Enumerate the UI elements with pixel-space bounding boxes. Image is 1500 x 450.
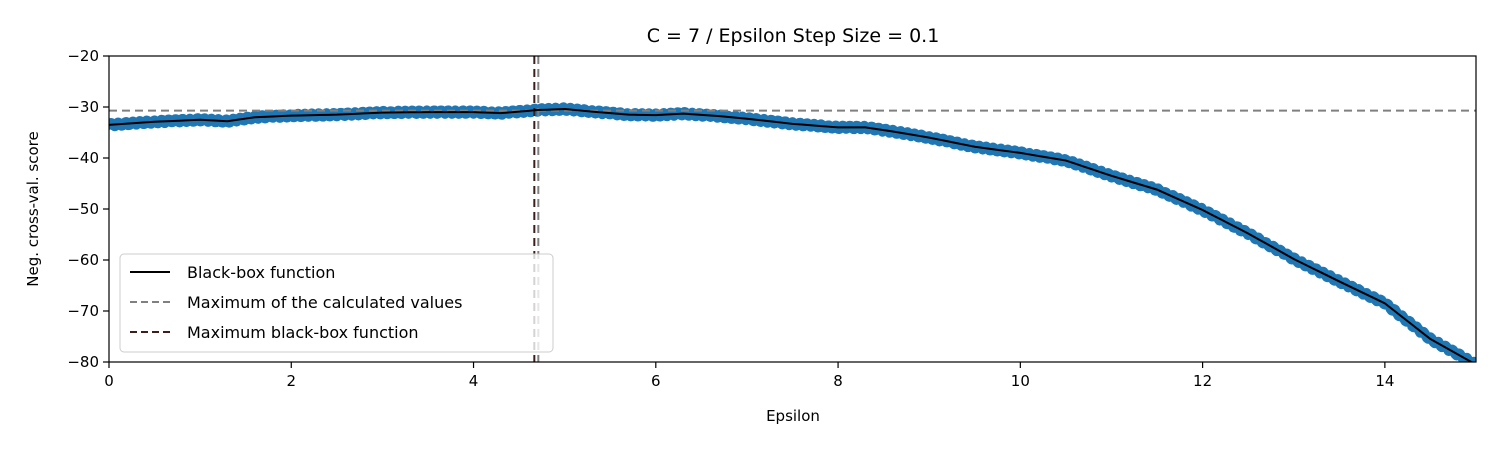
chart-title: C = 7 / Epsilon Step Size = 0.1 [647, 25, 940, 47]
x-tick-label: 14 [1375, 372, 1394, 390]
y-tick-label: −50 [67, 200, 99, 218]
sample-point [1471, 359, 1476, 362]
y-tick-label: −80 [67, 353, 99, 371]
y-tick-label: −60 [67, 251, 99, 269]
legend: Black-box function Maximum of the calcul… [119, 253, 554, 353]
x-tick-label: 10 [1011, 372, 1030, 390]
black-box-line [109, 108, 1474, 362]
y-tick-label: −70 [67, 302, 99, 320]
y-tick-label: −30 [67, 98, 99, 116]
x-axis-label: Epsilon [766, 407, 820, 425]
y-tick-label: −20 [67, 47, 99, 65]
x-tick-label: 8 [833, 372, 843, 390]
axis-ticks: 0 2 4 6 8 10 12 14 −20 −30 −40 −50 −60 −70 −80 [67, 47, 1394, 390]
legend-label-black-box: Black-box function [187, 263, 335, 282]
legend-label-max-calculated: Maximum of the calculated values [187, 293, 462, 312]
x-tick-label: 2 [286, 372, 296, 390]
legend-label-max-black-box: Maximum black-box function [187, 323, 419, 342]
x-tick-label: 6 [651, 372, 661, 390]
legend-box [119, 253, 554, 353]
y-axis-label: Neg. cross-val. score [24, 131, 42, 287]
x-tick-label: 4 [469, 372, 479, 390]
plot-area [109, 56, 1476, 362]
y-tick-label: −40 [67, 149, 99, 167]
x-tick-label: 12 [1193, 372, 1212, 390]
x-tick-label: 0 [104, 372, 114, 390]
